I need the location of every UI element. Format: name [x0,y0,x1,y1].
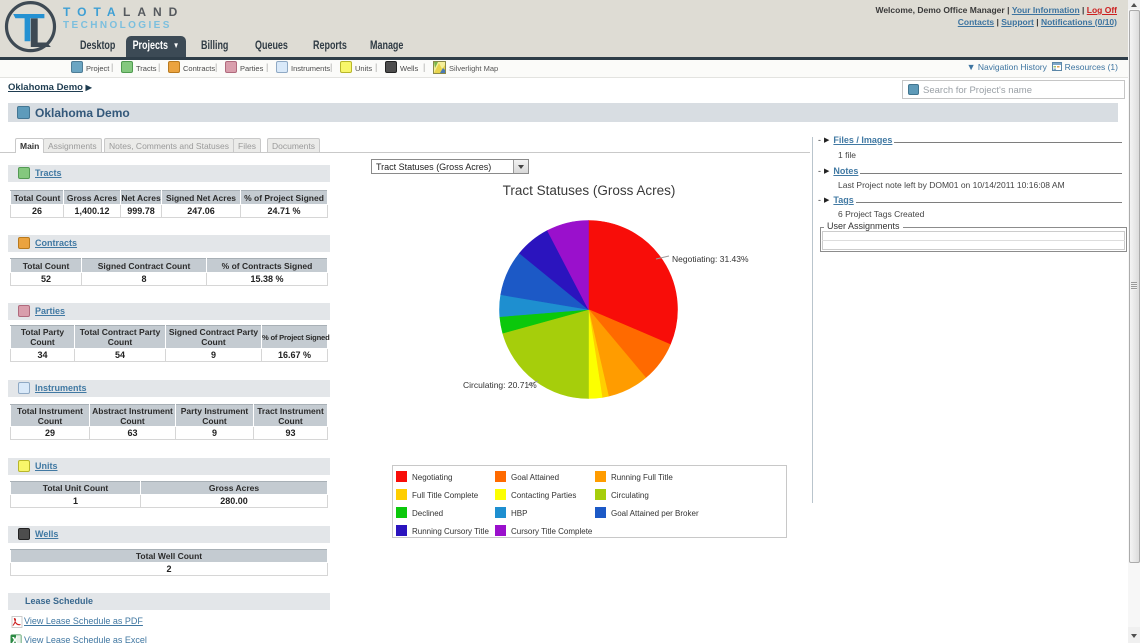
svg-text:LAND: LAND [123,5,184,19]
svg-text:TECHNOLOGIES: TECHNOLOGIES [63,20,172,31]
svg-text:TOTA: TOTA [63,5,123,19]
